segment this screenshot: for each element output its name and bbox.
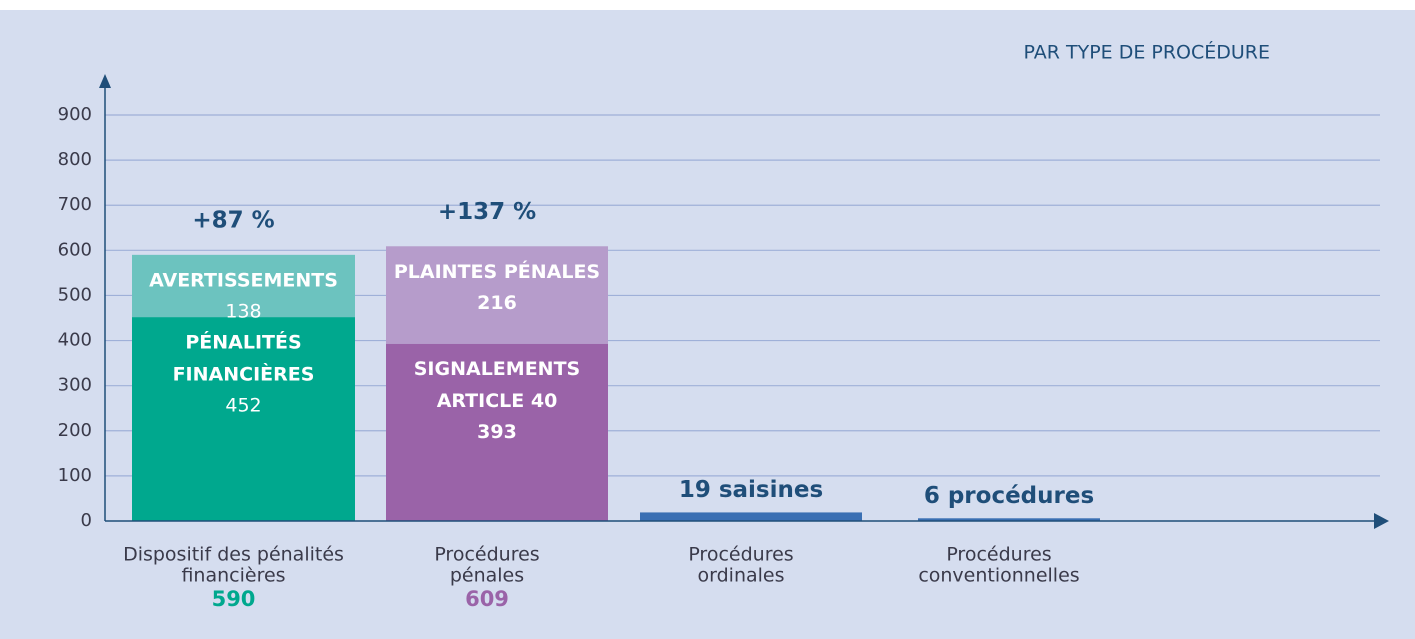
x-axis-arrow: [1374, 513, 1389, 529]
y-tick-label: 0: [81, 510, 92, 531]
total-label: 609: [465, 587, 509, 611]
bar-segment: [918, 518, 1100, 521]
segment-value: 452: [225, 395, 261, 417]
segment-value: 216: [477, 292, 517, 314]
y-tick-label: 400: [58, 330, 92, 351]
segment-label: SIGNALEMENTS: [414, 358, 580, 380]
x-tick-label: financières: [181, 565, 285, 587]
bar-segment: [132, 254, 355, 318]
x-tick-label: Procédures: [688, 544, 793, 566]
y-tick-label: 200: [58, 420, 92, 441]
total-label: 590: [212, 587, 256, 611]
segment-label: PÉNALITÉS: [185, 331, 301, 354]
y-tick-label: 300: [58, 375, 92, 396]
value-label: 6 procédures: [924, 483, 1094, 509]
segment-label: PLAINTES PÉNALES: [394, 260, 600, 283]
segment-label: AVERTISSEMENTS: [149, 269, 338, 291]
x-tick-label: ordinales: [698, 565, 785, 587]
segment-label: ARTICLE 40: [437, 390, 558, 412]
bar-segment: [132, 317, 355, 521]
value-label: 19 saisines: [679, 477, 823, 503]
y-tick-label: 500: [58, 284, 92, 305]
bar-segment: [386, 343, 608, 521]
segment-label: FINANCIÈRES: [173, 363, 315, 386]
y-tick-label: 900: [58, 104, 92, 125]
x-tick-label: Dispositif des pénalités: [123, 544, 344, 566]
y-tick-label: 800: [58, 149, 92, 170]
segment-value: 393: [477, 421, 517, 443]
bar-segment: [386, 246, 608, 344]
bar-segment: [640, 512, 862, 521]
y-axis-arrow: [99, 74, 111, 88]
x-tick-label: Procédures: [946, 544, 1051, 566]
change-label: +87 %: [192, 207, 274, 233]
x-tick-label: pénales: [450, 565, 524, 587]
y-tick-label: 100: [58, 465, 92, 486]
x-tick-label: Procédures: [434, 544, 539, 566]
x-tick-label: conventionnelles: [918, 565, 1079, 587]
y-tick-label: 700: [58, 194, 92, 215]
segment-value: 138: [225, 300, 261, 322]
change-label: +137 %: [438, 199, 536, 225]
y-tick-label: 600: [58, 239, 92, 260]
chart-subtitle: PAR TYPE DE PROCÉDURE: [1024, 41, 1271, 64]
